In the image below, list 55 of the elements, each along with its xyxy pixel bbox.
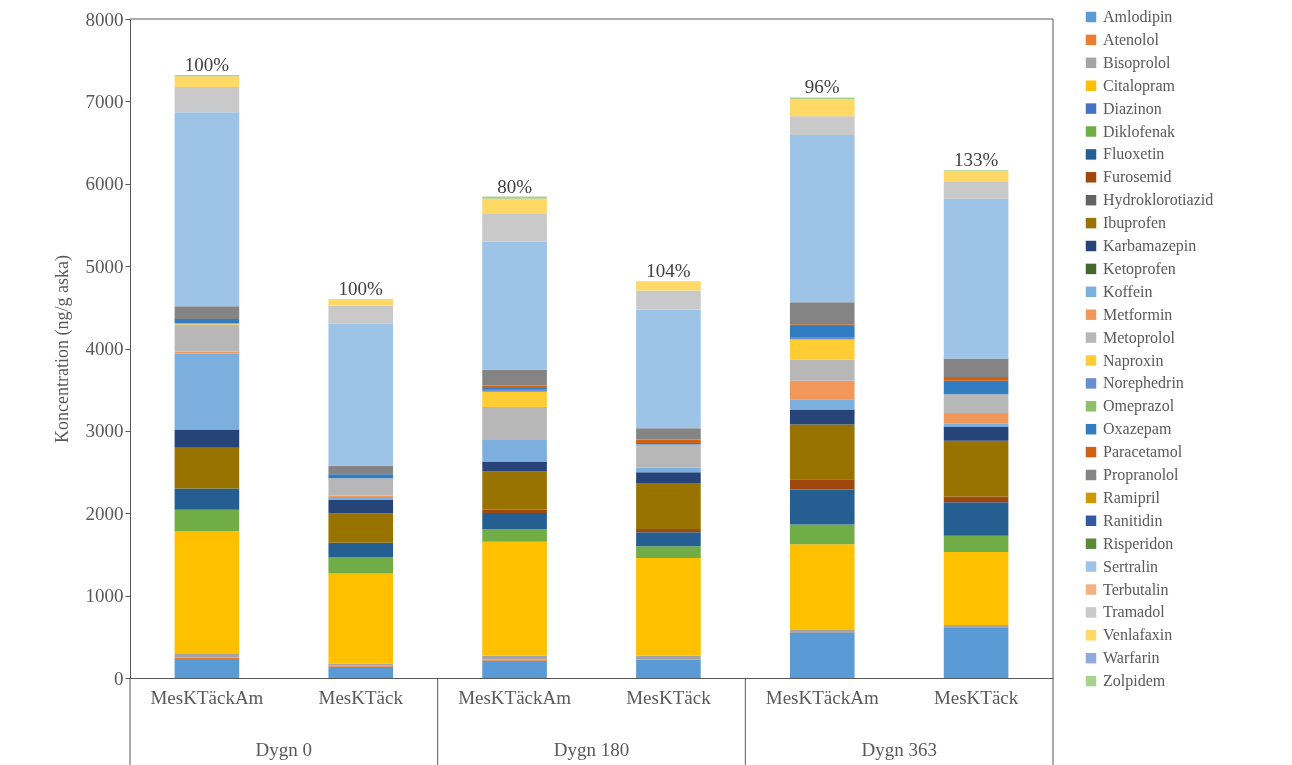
text: Dygn 180 xyxy=(553,739,630,760)
annotation: 133% xyxy=(953,149,999,171)
annotation: 104% xyxy=(646,260,691,282)
y-tick-label: 1000 xyxy=(85,585,124,607)
y-tick-label: 8000 xyxy=(85,8,124,30)
y-tick-label: 6000 xyxy=(85,173,124,195)
legend-label: Warfarin xyxy=(1103,649,1160,667)
annotation: 100% xyxy=(338,277,384,299)
x-tick-label: MesKTäckAm xyxy=(150,686,264,708)
legend-label: Koffein xyxy=(1103,282,1153,300)
legend-label: Diklofenak xyxy=(1103,122,1175,140)
legend-label: Norephedrin xyxy=(1103,374,1184,393)
legend-label: Hydroklorotiazid xyxy=(1103,191,1214,210)
x-tick-label: MesKTäck xyxy=(318,686,404,708)
legend-label: Amlodipin xyxy=(1103,8,1173,26)
x-tick-label: MesKTäck xyxy=(626,686,712,708)
legend-label: Paracetamol xyxy=(1103,443,1183,461)
legend-label: Tramadol xyxy=(1103,603,1166,621)
x-tick-label: MesKTäck xyxy=(933,686,1019,708)
legend-label: Citalopram xyxy=(1103,76,1176,95)
legend-label: Naproxin xyxy=(1103,351,1164,370)
annotation: 96% xyxy=(804,76,840,98)
legend-label: Diazinon xyxy=(1103,99,1162,117)
legend-label: Karbamazepin xyxy=(1103,237,1197,255)
legend-label: Ramipril xyxy=(1103,488,1161,507)
annotation: 100% xyxy=(184,54,230,76)
annotation: 80% xyxy=(497,175,533,197)
y-tick-label: 2000 xyxy=(85,502,124,524)
x-tick-label: MesKTäckAm xyxy=(458,686,572,708)
legend-label: Fluoxetin xyxy=(1103,145,1165,163)
legend-label: Metoprolol xyxy=(1103,328,1176,347)
legend-label: Zolpidem xyxy=(1103,672,1166,691)
text: Dygn 363 xyxy=(861,739,937,760)
legend-label: Metformin xyxy=(1103,305,1173,323)
y-tick-label: 4000 xyxy=(85,338,124,359)
y-tick-label: 3000 xyxy=(85,420,124,442)
legend-label: Risperidon xyxy=(1103,534,1174,553)
text: Dygn 0 xyxy=(255,739,313,760)
y-tick-label: 5000 xyxy=(85,255,124,277)
legend-label: Furosemid xyxy=(1103,168,1172,186)
legend-label: Venlafaxin xyxy=(1103,626,1173,644)
legend-label: Propranolol xyxy=(1103,466,1180,484)
y-tick-label: 7000 xyxy=(85,90,124,112)
legend-label: Sertralin xyxy=(1103,557,1159,575)
legend-label: Atenolol xyxy=(1103,30,1160,48)
legend-label: Ibuprofen xyxy=(1103,214,1167,233)
x-tick-label: MesKTäckAm xyxy=(765,686,879,708)
legend-label: Ranitidin xyxy=(1103,511,1163,529)
legend-label: Terbutalin xyxy=(1103,580,1169,598)
legend-label: Bisoprolol xyxy=(1103,53,1172,72)
legend-label: Oxazepam xyxy=(1103,420,1172,439)
y-axis-title: Koncentration (ng/g aska) xyxy=(51,255,73,443)
legend-label: Omeprazol xyxy=(1103,397,1175,416)
y-tick-label: 0 xyxy=(114,667,124,689)
legend-label: Ketoprofen xyxy=(1103,259,1176,278)
